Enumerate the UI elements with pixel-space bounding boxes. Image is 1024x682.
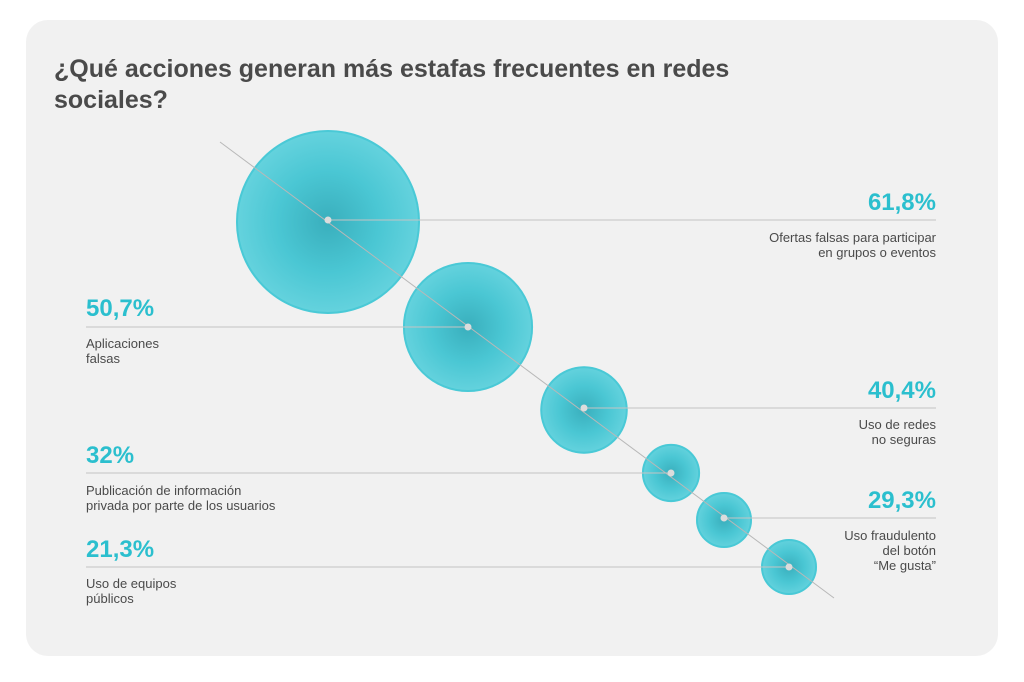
bubble-chart: 61,8% Ofertas falsas para participar en gr…	[86, 130, 937, 606]
chart-card: ¿Qué acciones generan más estafas frecue…	[26, 20, 998, 656]
category-label-line: en grupos o eventos	[818, 245, 936, 260]
category-label-line: públicos	[86, 591, 134, 606]
category-label-line: Ofertas falsas para participar	[769, 230, 937, 245]
category-label-5: Uso de equipos públicos	[86, 576, 177, 606]
category-label-line: Uso fraudulento	[844, 528, 936, 543]
chart-title: ¿Qué acciones generan más estafas frecue…	[54, 55, 730, 114]
category-label-1: Aplicaciones falsas	[86, 336, 159, 366]
category-label-line: del botón	[883, 543, 937, 558]
category-label-3: Publicación de información privada por pa…	[86, 483, 276, 513]
value-label-2: 40,4%	[868, 377, 936, 404]
bubble-center-dot-1	[464, 323, 472, 331]
bubble-center-dot-2	[580, 404, 588, 412]
bubble-rim-2	[540, 366, 628, 454]
category-label-line: falsas	[86, 351, 120, 366]
category-label-line: Publicación de información	[86, 483, 241, 498]
category-label-0: Ofertas falsas para participar en grupos …	[769, 230, 937, 260]
category-label-4: Uso fraudulento del botón “Me gusta”	[844, 528, 936, 573]
value-label-4: 29,3%	[868, 487, 936, 514]
bubble-rim-0	[236, 130, 420, 314]
bubble-center-dot-0	[324, 216, 332, 224]
value-label-1: 50,7%	[86, 295, 154, 322]
bubble-center-dot-4	[720, 514, 728, 522]
category-label-line: no seguras	[872, 432, 937, 447]
diagonal-axis-line	[219, 141, 835, 599]
value-label-0: 61,8%	[868, 189, 936, 216]
category-label-2: Uso de redes no seguras	[859, 417, 937, 447]
value-label-5: 21,3%	[86, 536, 154, 563]
category-label-line: privada por parte de los usuarios	[86, 498, 276, 513]
category-label-line: “Me gusta”	[874, 558, 936, 573]
category-label-line: Uso de redes	[859, 417, 937, 432]
value-label-3: 32%	[86, 442, 134, 469]
category-label-line: Aplicaciones	[86, 336, 159, 351]
bubble-rim-4	[696, 492, 752, 548]
category-label-line: Uso de equipos	[86, 576, 177, 591]
bubble-center-dot-3	[667, 469, 675, 477]
bubble-center-dot-5	[785, 563, 793, 571]
